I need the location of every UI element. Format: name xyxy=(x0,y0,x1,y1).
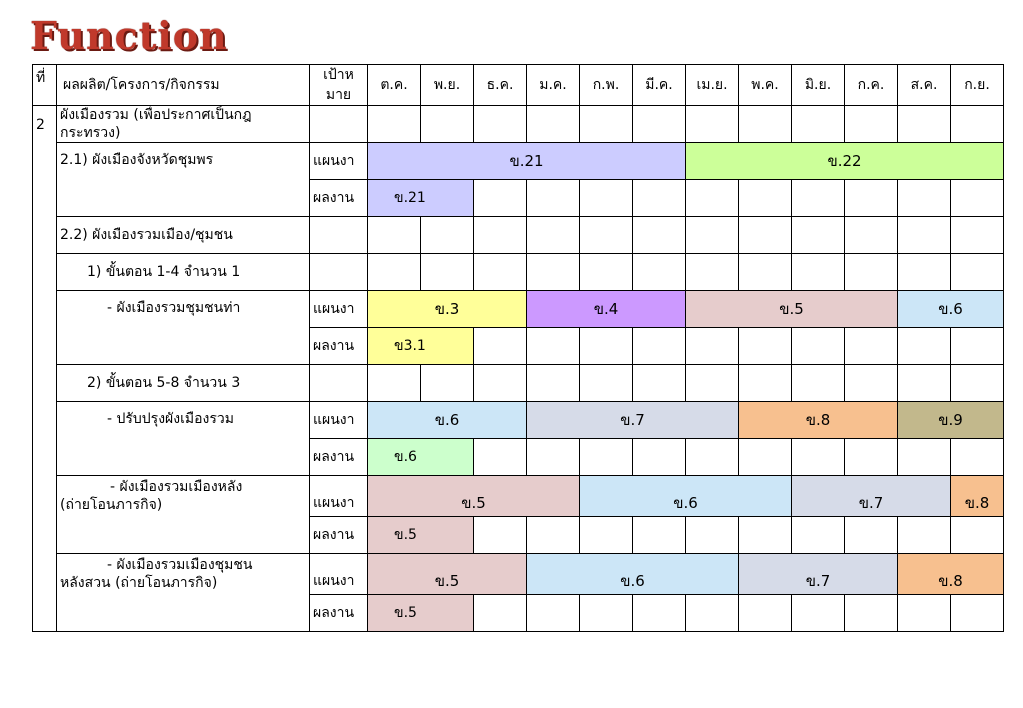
table-row: 2.2) ผังเมืองรวมเมือง/ชุมชน xyxy=(33,216,1004,254)
plan-bar: ข.22 xyxy=(685,142,1004,180)
plan-label: แผนงา xyxy=(309,142,368,180)
table-row: - ผังเมืองรวมเมืองชุมชน หลังสวน (ถ่ายโอน… xyxy=(33,553,1004,632)
header-no: ที่ xyxy=(32,64,57,106)
header-month: พ.ค. xyxy=(738,64,792,106)
result-label: ผลงาน xyxy=(309,438,368,476)
plan-bar: ข.7 xyxy=(738,553,898,595)
header-activity: ผลผลิต/โครงการ/กิจกรรม xyxy=(56,64,310,106)
plan-bar: ข.5 xyxy=(367,475,580,517)
plan-bar: ข.21 xyxy=(367,142,686,180)
plan-bar: ข.8 xyxy=(897,553,1004,595)
header-month: พ.ย. xyxy=(420,64,474,106)
row-label: - ผังเมืองรวมเมืองชุมชน หลังสวน (ถ่ายโอน… xyxy=(56,553,310,632)
plan-bar: ข.6 xyxy=(367,401,527,439)
result-bar: ข3.1 xyxy=(367,327,474,365)
header-target-line1: เป้าห xyxy=(323,67,354,83)
result-label: ผลงาน xyxy=(309,516,368,554)
table-row: - ผังเมืองรวมชุมชนท่า แผนงา ข.3 ข.4 ข.5 … xyxy=(33,290,1004,365)
row-label-line1: - ผังเมืองรวมเมืองหลัง xyxy=(110,479,243,495)
plan-bar: ข.9 xyxy=(897,401,1004,439)
plan-label: แผนงา xyxy=(309,553,368,595)
row-label: 2.2) ผังเมืองรวมเมือง/ชุมชน xyxy=(56,216,310,254)
header-month: ธ.ค. xyxy=(473,64,527,106)
header-target: เป้าหมาย xyxy=(309,64,368,106)
plan-bar: ข.3 xyxy=(367,290,527,328)
result-label: ผลงาน xyxy=(309,327,368,365)
plan-label: แผนงา xyxy=(309,401,368,439)
row-label: 1) ขั้นตอน 1-4 จำนวน 1 xyxy=(56,253,310,291)
plan-bar: ข.5 xyxy=(367,553,527,595)
plan-bar: ข.4 xyxy=(526,290,686,328)
table-row: - ผังเมืองรวมเมืองหลัง (ถ่ายโอนภารกิจ) แ… xyxy=(33,475,1004,554)
header-month: ก.ย. xyxy=(950,64,1004,106)
row-label: 2.1) ผังเมืองจังหวัดชุมพร xyxy=(56,142,310,217)
plan-label: แผนงา xyxy=(309,475,368,517)
table-row: 2.1) ผังเมืองจังหวัดชุมพร แผนงา ข.21 ข.2… xyxy=(33,142,1004,217)
result-bar: ข.5 xyxy=(367,516,474,554)
row-label-line1: - ผังเมืองรวมเมืองชุมชน xyxy=(107,557,253,573)
header-month: ม.ค. xyxy=(526,64,580,106)
table-row: ผลงาน ข.6 xyxy=(33,438,1004,476)
header-month: เม.ย. xyxy=(685,64,739,106)
table-row: ผลงาน ข.5 xyxy=(33,516,1004,554)
header-month: ก.พ. xyxy=(579,64,633,106)
header-month: มี.ค. xyxy=(632,64,686,106)
header-month: ก.ค. xyxy=(844,64,898,106)
section-title: ผังเมืองรวม (เพื่อประกาศเป็นกฎกระทรวง) xyxy=(56,105,310,143)
header-target-line2: มาย xyxy=(325,87,352,103)
plan-bar: ข.5 xyxy=(685,290,898,328)
header-row: ที่ ผลผลิต/โครงการ/กิจกรรม เป้าหมาย ต.ค.… xyxy=(32,64,1004,106)
result-bar: ข.6 xyxy=(367,438,474,476)
schedule-table: ที่ ผลผลิต/โครงการ/กิจกรรม เป้าหมาย ต.ค.… xyxy=(32,64,1004,632)
header-month: มิ.ย. xyxy=(791,64,845,106)
plan-bar: ข.6 xyxy=(897,290,1004,328)
row-label-line2: (ถ่ายโอนภารกิจ) xyxy=(60,497,163,513)
plan-bar: ข.6 xyxy=(579,475,792,517)
table-row: 2) ขั้นตอน 5-8 จำนวน 3 xyxy=(33,364,1004,402)
plan-bar: ข.7 xyxy=(791,475,951,517)
result-bar: ข.5 xyxy=(367,594,474,632)
row-label: - ปรับปรุงผังเมืองรวม xyxy=(56,401,310,476)
header-month: ส.ค. xyxy=(897,64,951,106)
table-row: - ปรับปรุงผังเมืองรวม แผนงา ข.6 ข.7 ข.8 … xyxy=(33,401,1004,476)
row-label: - ผังเมืองรวมชุมชนท่า xyxy=(56,290,310,365)
table-row: ผลงาน ข.5 xyxy=(33,594,1004,632)
plan-bar: ข.8 xyxy=(950,475,1004,517)
table-row: ผลงาน ข.21 xyxy=(33,179,1004,217)
section-number: 2 xyxy=(32,105,57,632)
result-label: ผลงาน xyxy=(309,179,368,217)
row-label: 2) ขั้นตอน 5-8 จำนวน 3 xyxy=(56,364,310,402)
table-row: ผลงาน ข3.1 xyxy=(33,327,1004,365)
plan-bar: ข.7 xyxy=(526,401,739,439)
table-row: 1) ขั้นตอน 1-4 จำนวน 1 xyxy=(33,253,1004,291)
header-month: ต.ค. xyxy=(367,64,421,106)
page-title: Function xyxy=(30,13,228,58)
section-row: 2 ผังเมืองรวม (เพื่อประกาศเป็นกฎกระทรวง) xyxy=(32,105,1004,632)
row-label: - ผังเมืองรวมเมืองหลัง (ถ่ายโอนภารกิจ) xyxy=(56,475,310,554)
row-label-line2: หลังสวน (ถ่ายโอนภารกิจ) xyxy=(60,575,218,591)
plan-bar: ข.6 xyxy=(526,553,739,595)
plan-bar: ข.8 xyxy=(738,401,898,439)
result-label: ผลงาน xyxy=(309,594,368,632)
result-bar: ข.21 xyxy=(367,179,474,217)
plan-label: แผนงา xyxy=(309,290,368,328)
